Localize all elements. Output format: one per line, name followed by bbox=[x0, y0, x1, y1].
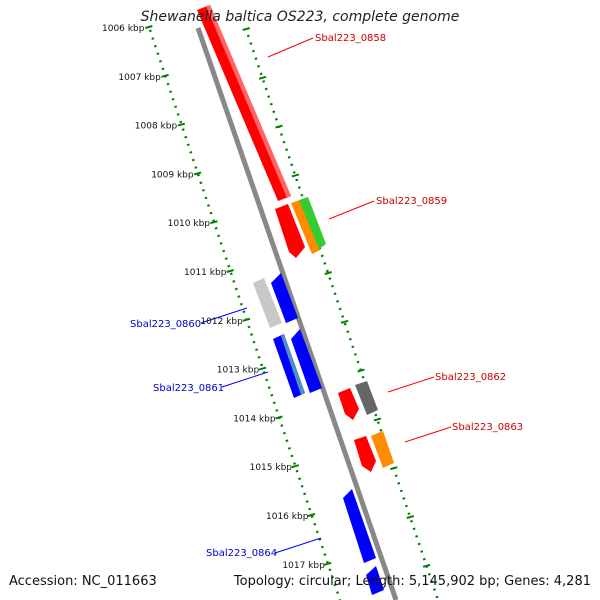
leader-sbal223-0858 bbox=[267, 37, 314, 58]
tick-mark bbox=[357, 368, 365, 373]
gene-reverse-blue-c[interactable] bbox=[366, 566, 384, 595]
gene-sbal223-0864[interactable] bbox=[343, 489, 376, 563]
tick-mark bbox=[258, 75, 267, 80]
gene-sbal223-0858[interactable] bbox=[197, 5, 291, 201]
tick-label: 1010 kbp bbox=[168, 219, 211, 229]
leader-sbal223-0862 bbox=[387, 376, 435, 393]
tick-labels: 1006 kbp 1007 kbp 1008 kbp 1009 kbp 1010 kbp… bbox=[102, 24, 325, 571]
tick-mark bbox=[340, 319, 349, 324]
gene-sbal223-0858-shade bbox=[206, 5, 291, 198]
gene-sbal223-0862[interactable] bbox=[355, 381, 378, 415]
tick-mark bbox=[242, 27, 250, 31]
tick-label: 1014 kbp bbox=[233, 414, 276, 424]
map-title: Shewanella baltica OS223, complete genom… bbox=[140, 9, 460, 25]
gene-sbal223-0860[interactable] bbox=[253, 278, 282, 328]
tick-label: 1011 kbp bbox=[184, 268, 227, 278]
gene-sbal223-0863[interactable] bbox=[371, 431, 394, 468]
gene-reverse-blue-b[interactable] bbox=[291, 329, 322, 393]
tick-mark bbox=[275, 415, 283, 420]
gene-label-sbal223-0862[interactable]: Sbal223_0862 bbox=[435, 372, 506, 383]
tick-label: 1006 kbp bbox=[102, 24, 145, 34]
tick-label: 1013 kbp bbox=[217, 366, 260, 376]
gene-forward-orange-a[interactable] bbox=[291, 200, 320, 254]
gene-label-sbal223-0859[interactable]: Sbal223_0859 bbox=[376, 196, 447, 207]
gene-label-sbal223-0864[interactable]: Sbal223_0864 bbox=[206, 548, 277, 559]
tick-mark bbox=[242, 317, 251, 322]
tick-mark bbox=[390, 466, 398, 471]
tick-label: 1012 kbp bbox=[200, 317, 243, 327]
tick-label: 1007 kbp bbox=[118, 73, 161, 83]
tick-mark bbox=[422, 563, 431, 568]
tick-mark bbox=[145, 25, 153, 29]
tick-label: 1015 kbp bbox=[250, 463, 293, 473]
tick-mark bbox=[226, 269, 234, 273]
tick-mark bbox=[177, 122, 186, 127]
gene-sbal223-0859[interactable] bbox=[299, 197, 326, 249]
gene-forward-red-c[interactable] bbox=[354, 436, 376, 472]
tick-mark bbox=[275, 124, 283, 129]
tick-label: 1008 kbp bbox=[135, 122, 178, 132]
tick-mark bbox=[373, 417, 382, 422]
gene-label-sbal223-0860[interactable]: Sbal223_0860 bbox=[130, 319, 201, 330]
gene-reverse-blue-a[interactable] bbox=[271, 273, 298, 323]
tick-mark bbox=[193, 171, 202, 176]
tick-mark bbox=[291, 173, 300, 178]
summary-text: Topology: circular; Length: 5,145,902 bp… bbox=[233, 574, 591, 589]
tick-label: 1016 kbp bbox=[266, 512, 309, 522]
tick-label: 1017 kbp bbox=[282, 561, 325, 571]
tick-mark bbox=[406, 515, 415, 519]
tick-mark bbox=[161, 73, 169, 78]
leader-sbal223-0863 bbox=[404, 426, 452, 443]
leader-sbal223-0864 bbox=[274, 537, 322, 554]
tick-mark bbox=[291, 464, 300, 469]
gene-forward-red-a[interactable] bbox=[275, 204, 305, 258]
tick-mark bbox=[210, 220, 218, 225]
leader-sbal223-0859 bbox=[328, 200, 375, 220]
tick-mark bbox=[258, 366, 267, 371]
leader-sbal223-0860 bbox=[200, 307, 248, 324]
gene-forward-red-b[interactable] bbox=[338, 388, 359, 420]
gene-sbal223-0861-shade bbox=[281, 334, 305, 395]
tick-mark bbox=[307, 513, 316, 517]
forward-scale-line bbox=[246, 34, 440, 600]
tick-label: 1009 kbp bbox=[151, 170, 194, 180]
tick-mark bbox=[323, 561, 332, 566]
gene-label-sbal223-0861[interactable]: Sbal223_0861 bbox=[153, 383, 224, 394]
backbone-line bbox=[195, 27, 399, 600]
tick-mark bbox=[324, 271, 332, 275]
gene-label-sbal223-0863[interactable]: Sbal223_0863 bbox=[452, 422, 523, 433]
gene-label-sbal223-0858[interactable]: Sbal223_0858 bbox=[315, 33, 386, 44]
accession-text: Accession: NC_011663 bbox=[9, 574, 157, 589]
leader-sbal223-0861 bbox=[221, 371, 269, 388]
